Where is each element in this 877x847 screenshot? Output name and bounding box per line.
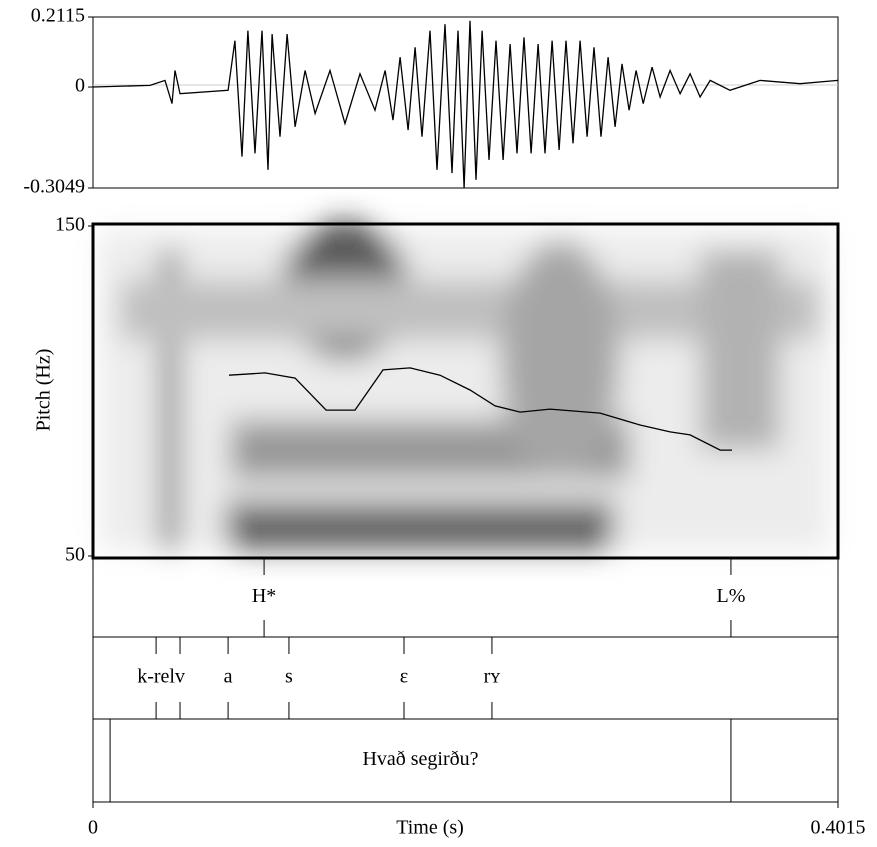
point-label: k-rel: [137, 666, 175, 688]
waveform-frame: [92, 16, 839, 189]
textgrid-frame: [92, 557, 839, 803]
interval-label: Hvað segirðu?: [362, 748, 478, 770]
data-line: [92, 20, 839, 189]
x-tick-label: 0: [88, 817, 98, 839]
data-line: [228, 367, 732, 451]
point-label: rʏ: [484, 666, 501, 688]
point-label: v: [175, 666, 185, 688]
y-axis-label: Pitch (Hz): [33, 349, 55, 432]
y-tick-label: 50: [65, 544, 85, 566]
y-tick-label: -0.3049: [23, 176, 85, 198]
point-label: a: [224, 666, 233, 688]
y-tick-label: 0: [75, 75, 85, 97]
y-tick-label: 0.2115: [31, 5, 85, 27]
y-tick-label: 150: [55, 214, 85, 236]
point-label: L%: [716, 585, 745, 607]
point-label: s: [285, 666, 293, 688]
x-axis-label: Time (s): [396, 817, 464, 839]
point-label: H*: [252, 585, 276, 607]
x-tick-label: 0.4015: [811, 817, 866, 839]
spectrogram: [100, 220, 830, 550]
point-label: ɛ: [400, 666, 408, 688]
